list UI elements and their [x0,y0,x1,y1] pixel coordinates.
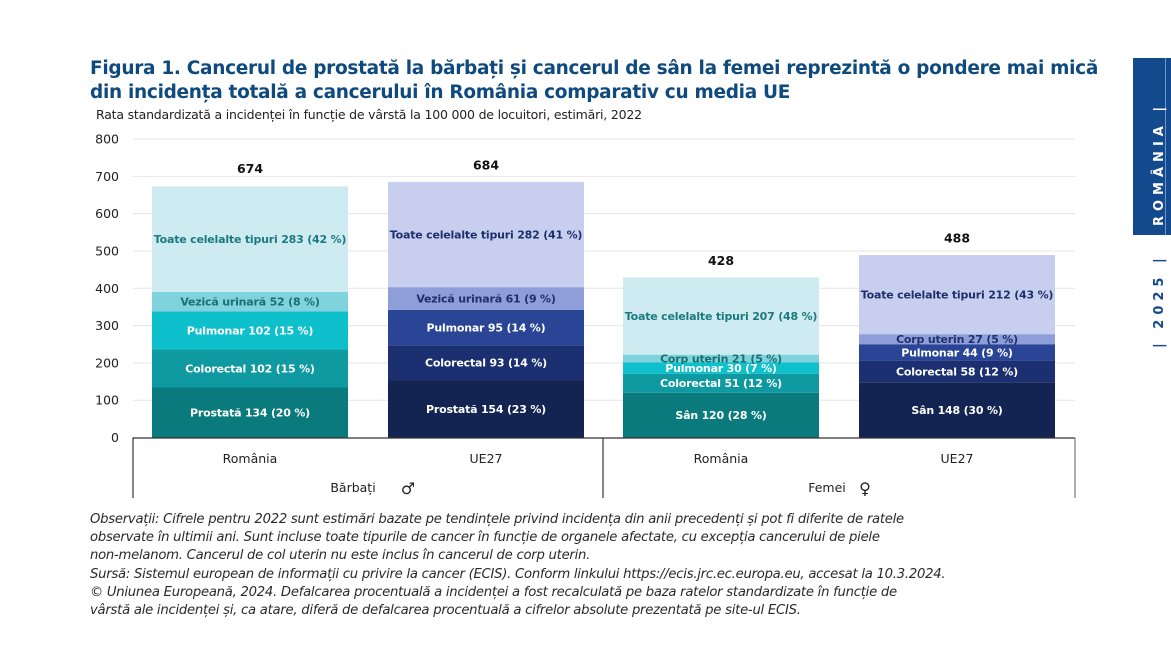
y-tick-label: 600 [95,206,119,221]
segment-label: Toate celelalte tipuri 282 (41 %) [390,229,583,242]
source-line: Sursă: Sistemul european de informații c… [90,566,946,582]
segment-label: Pulmonar 44 (9 %) [901,346,1013,359]
segment-label: Pulmonar 30 (7 %) [665,362,777,375]
bar-segment-corp-uterin [623,354,819,363]
y-tick-label: 800 [95,132,119,147]
y-tick-label: 700 [95,169,119,184]
bar-segment-colorectal [859,360,1055,383]
group-label: Bărbați [330,480,375,495]
segment-label: Toate celelalte tipuri 207 (48 %) [625,310,818,323]
notes-line: non-melanom. Cancerul de col uterin nu e… [90,548,591,564]
bar-segment-sân [859,382,1055,438]
y-tick-label: 400 [95,281,119,296]
bar-segment-sân [623,392,819,438]
bar-segment-colorectal [152,349,348,388]
y-tick-label: 300 [95,318,119,333]
y-tick-label: 0 [111,430,119,445]
segment-label: Colorectal 51 (12 %) [660,377,782,390]
segment-label: Vezică urinară 52 (8 %) [180,296,320,309]
total-label: 684 [473,157,499,172]
bar-segment-prostată [152,387,348,438]
segment-label: Corp uterin 21 (5 %) [660,353,782,366]
country-label: ROMÂNIA | [1152,101,1167,226]
y-tick-label: 500 [95,243,119,258]
bar-segment-vezică-urinară [152,291,348,312]
bar-segment-prostată [388,380,584,438]
segment-label: Prostată 154 (23 %) [426,403,546,416]
notes-line: vârstă ale incidenței și, ca atare, dife… [90,603,801,619]
year-label: | 2025 | [1152,253,1167,348]
segment-label: Corp uterin 27 (5 %) [896,333,1018,346]
y-tick-label: 200 [95,355,119,370]
x-category-label: UE27 [470,451,503,466]
segment-label: Colorectal 102 (15 %) [185,362,315,375]
y-tick-label: 100 [95,393,119,408]
bar-segment-toate-celelalte-tipuri [152,186,348,292]
bar-segment-toate-celelalte-tipuri [623,277,819,355]
side-tab-divider [1165,58,1166,235]
segment-label: Sân 148 (30 %) [911,404,1002,417]
copyright-line: © Uniunea Europeană, 2024. Defalcarea pr… [90,584,897,600]
group-label: Femei [808,480,846,495]
bar-segment-pulmonar [859,344,1055,361]
total-label: 674 [237,161,263,176]
segment-label: Vezică urinară 61 (9 %) [416,293,556,306]
female-symbol-icon: ♀ [859,479,871,498]
x-category-label: UE27 [941,451,974,466]
bar-segment-colorectal [623,373,819,393]
bar-segment-pulmonar [388,309,584,346]
bar-segment-vezică-urinară [388,287,584,310]
segment-label: Colorectal 93 (14 %) [425,357,547,370]
segment-label: Toate celelalte tipuri 283 (42 %) [154,233,347,246]
segment-label: Prostată 134 (20 %) [190,407,310,420]
bar-segment-toate-celelalte-tipuri [859,255,1055,335]
notes-line: Observații: Cifrele pentru 2022 sunt est… [90,512,904,527]
total-label: 428 [708,253,734,268]
figure-subtitle: Rata standardizată a incidenței în funcț… [96,107,642,122]
segment-label: Pulmonar 95 (14 %) [427,322,546,335]
x-category-label: România [223,451,278,466]
bar-segment-pulmonar [623,362,819,374]
bar-segment-pulmonar [152,311,348,350]
segment-label: Toate celelalte tipuri 212 (43 %) [861,289,1054,302]
x-category-label: România [694,451,749,466]
segment-label: Colorectal 58 (12 %) [896,365,1018,378]
figure-title: Figura 1. Cancerul de prostată la bărbaț… [90,58,1099,103]
bar-segment-toate-celelalte-tipuri [388,181,584,288]
notes-line: observate în ultimii ani. Sunt incluse t… [90,530,880,546]
segment-label: Pulmonar 102 (15 %) [187,324,314,337]
segment-label: Sân 120 (28 %) [675,409,766,422]
country-tab-box [1133,58,1171,235]
male-symbol-icon: ♂ [401,479,415,498]
bar-segment-colorectal [388,345,584,381]
total-label: 488 [944,230,970,245]
figure-notes: Observații: Cifrele pentru 2022 sunt est… [90,511,1080,620]
bar-segment-corp-uterin [859,334,1055,345]
